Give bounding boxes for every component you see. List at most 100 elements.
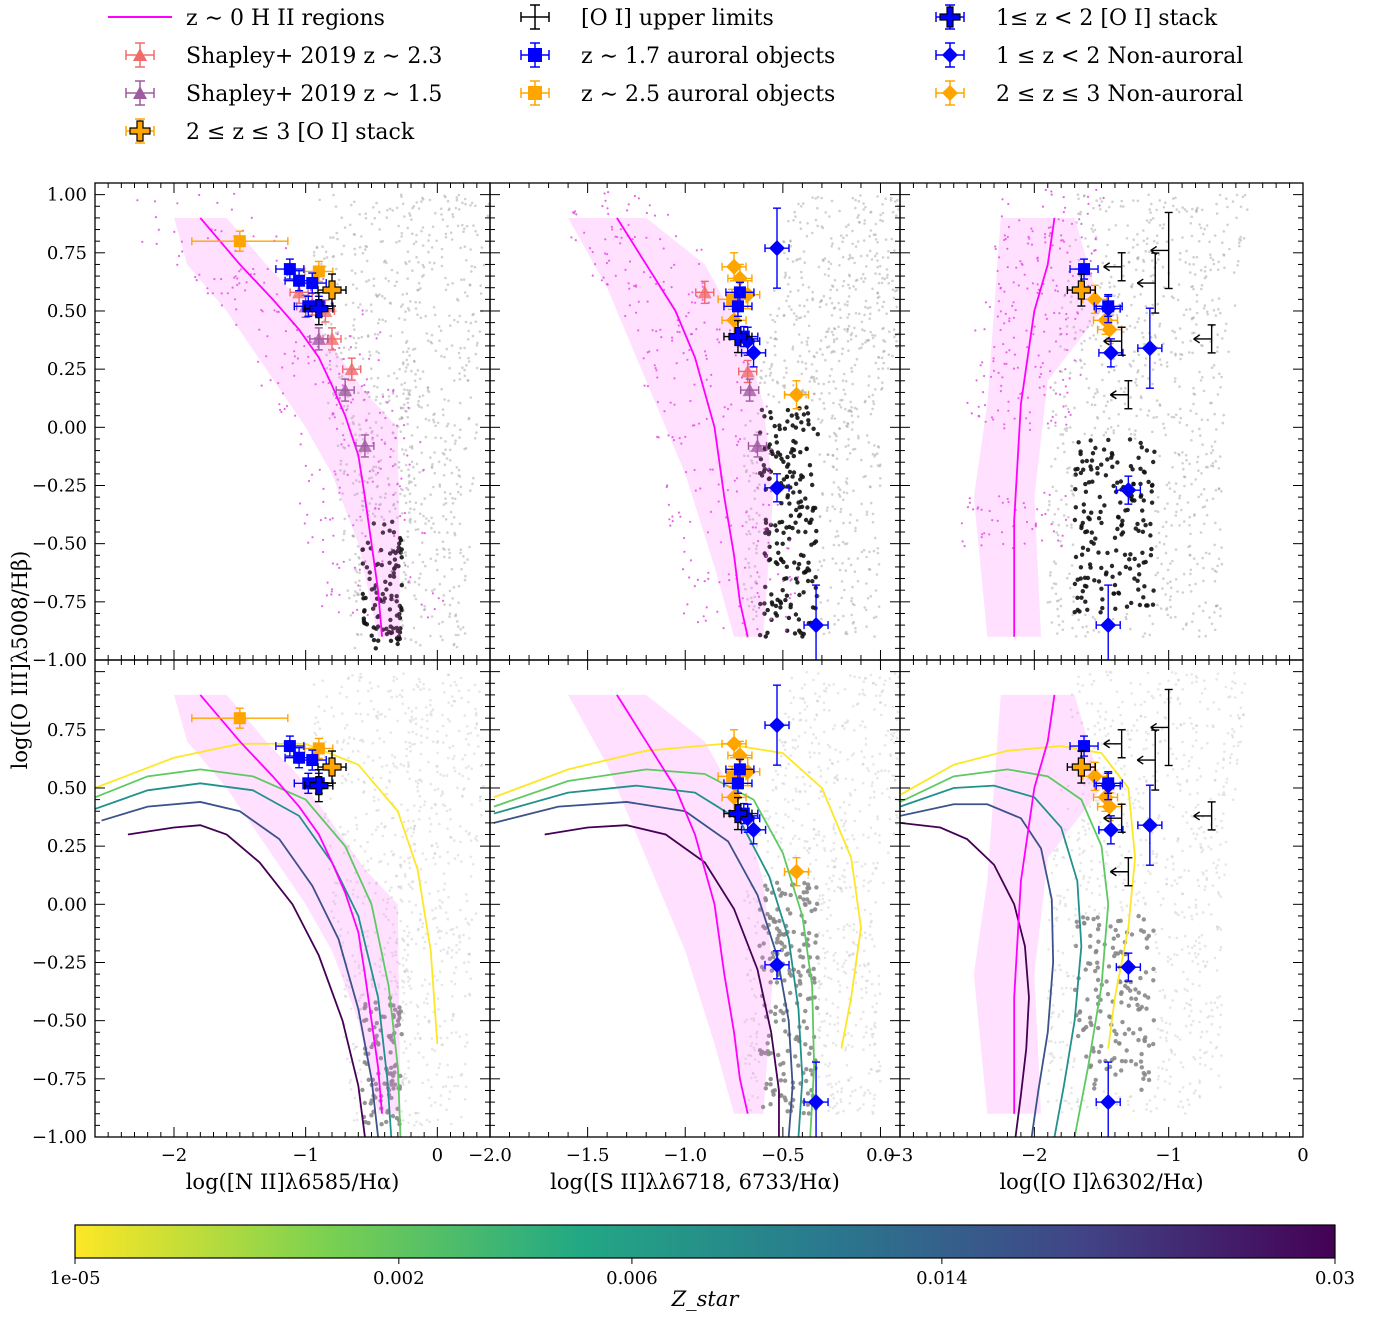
hii-point [277, 310, 280, 313]
cloud-point [1209, 256, 1213, 260]
cloud-point [820, 299, 823, 303]
cloud-point [834, 439, 838, 442]
hii-point [789, 579, 792, 582]
cloud-point [1174, 548, 1178, 551]
cloud-point [1150, 202, 1153, 206]
cloud-point [1128, 552, 1133, 557]
cloud-point [447, 946, 451, 949]
hii-point [1031, 230, 1034, 233]
cloud-point [845, 424, 848, 428]
cloud-point [804, 391, 807, 394]
cloud-point [386, 208, 389, 212]
hii-point [220, 292, 223, 295]
cloud-point [1133, 526, 1139, 531]
cloud-point [443, 804, 447, 808]
cloud-point [766, 839, 770, 843]
cloud-point [389, 731, 393, 734]
cloud-point [343, 446, 347, 450]
cloud-point [442, 515, 445, 518]
cloud-point [871, 872, 875, 875]
cloud-point [465, 1033, 468, 1036]
cloud-point [1099, 462, 1104, 467]
cloud-point [342, 244, 346, 248]
cloud-point [359, 1007, 363, 1011]
hii-point [342, 357, 345, 361]
cloud-point [1090, 451, 1096, 456]
cloud-point [1048, 500, 1051, 503]
hii-point [238, 270, 241, 273]
cloud-point [862, 202, 865, 205]
cloud-point [332, 193, 335, 197]
cloud-point [416, 685, 420, 689]
cloud-point [873, 455, 876, 458]
cloud-point [1099, 565, 1104, 571]
cloud-point [1080, 348, 1084, 352]
cloud-point [830, 879, 834, 883]
cloud-point [392, 1064, 397, 1069]
hii-point [693, 383, 696, 386]
cloud-point [816, 672, 820, 675]
cloud-point [406, 388, 409, 392]
cloud-point [1081, 509, 1087, 514]
cloud-point [894, 797, 897, 800]
cloud-point [459, 548, 463, 551]
cloud-point [403, 561, 406, 565]
cloud-point [368, 350, 371, 354]
cloud-point [459, 628, 462, 631]
cloud-point [1106, 400, 1110, 404]
cloud-point [1202, 487, 1206, 491]
cloud-point [336, 741, 339, 744]
cloud-point [332, 891, 335, 894]
hii-point [361, 313, 364, 316]
cloud-point [801, 427, 806, 432]
oi-upper-limit [1103, 252, 1126, 282]
cloud-point [1103, 572, 1109, 577]
cloud-point [388, 617, 393, 623]
cloud-point [1183, 484, 1186, 488]
model-curve [95, 782, 393, 1137]
cloud-point [424, 858, 428, 861]
cloud-point [420, 780, 424, 783]
cloud-point [844, 959, 847, 962]
cloud-point [832, 825, 835, 829]
hii-point [740, 409, 743, 412]
cloud-point [360, 561, 366, 566]
cloud-point [480, 763, 484, 767]
cloud-point [1201, 344, 1204, 348]
cloud-point [342, 346, 346, 350]
cloud-point [370, 476, 373, 479]
hii-point [1007, 225, 1011, 229]
hii-point [253, 273, 256, 276]
cloud-point [801, 283, 805, 287]
cloud-point [1127, 566, 1133, 571]
hii-point [386, 401, 389, 404]
cloud-point [405, 754, 408, 758]
cloud-point [1198, 370, 1201, 374]
cloud-point [407, 819, 410, 823]
hii-point [1033, 325, 1036, 328]
cloud-point [823, 407, 826, 411]
cloud-point [1061, 442, 1065, 445]
cloud-point [1102, 410, 1106, 414]
cloud-point [1213, 234, 1217, 237]
cloud-point [784, 474, 790, 479]
cloud-point [1219, 528, 1222, 531]
cloud-point [350, 269, 354, 272]
cloud-point [372, 799, 376, 803]
cloud-point [1140, 508, 1145, 513]
cloud-point [749, 419, 752, 423]
cloud-point [794, 747, 797, 750]
cloud-point [1079, 525, 1084, 531]
cloud-point [850, 597, 854, 600]
cloud-point [868, 568, 872, 571]
cloud-point [335, 364, 339, 368]
cloud-point [881, 381, 884, 385]
hii-point [682, 352, 685, 355]
cloud-point [831, 762, 835, 766]
cloud-point [420, 502, 423, 506]
hii-point [642, 357, 645, 360]
cloud-point [879, 213, 882, 217]
hii-point [591, 274, 594, 277]
cloud-point [1136, 256, 1139, 260]
cloud-point [1142, 260, 1146, 264]
